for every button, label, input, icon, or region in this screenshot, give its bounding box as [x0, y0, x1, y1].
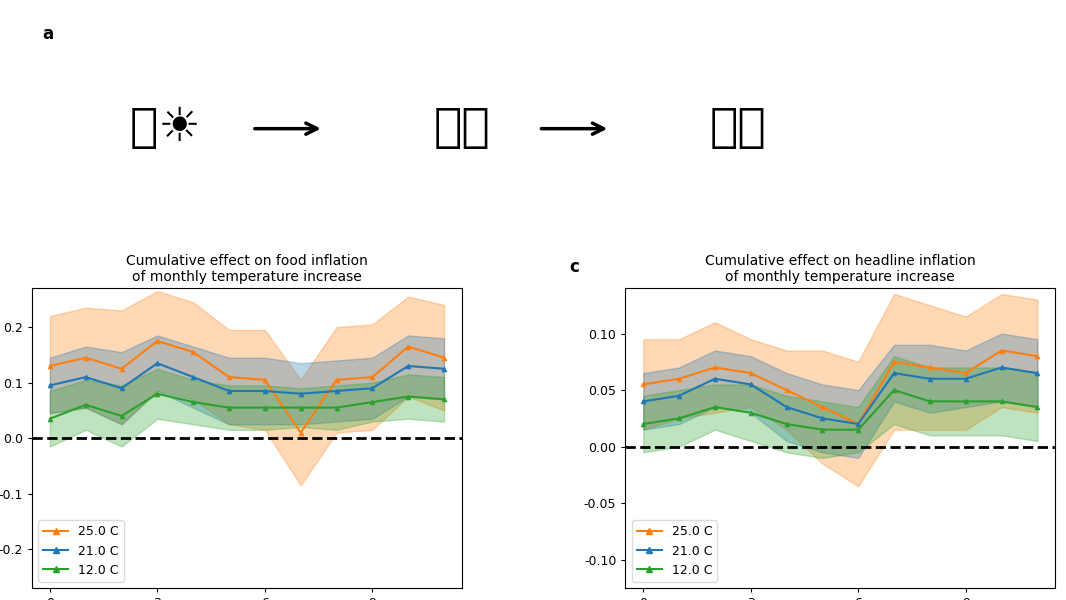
Text: 🌾🌾: 🌾🌾: [434, 106, 490, 151]
Text: 🌡️☀️: 🌡️☀️: [130, 106, 200, 151]
Text: c: c: [569, 259, 579, 277]
Legend: 25.0 C, 21.0 C, 12.0 C: 25.0 C, 21.0 C, 12.0 C: [38, 520, 124, 582]
Title: Cumulative effect on food inflation
of monthly temperature increase: Cumulative effect on food inflation of m…: [126, 254, 368, 284]
Text: a: a: [43, 25, 53, 43]
Legend: 25.0 C, 21.0 C, 12.0 C: 25.0 C, 21.0 C, 12.0 C: [632, 520, 717, 582]
Title: Cumulative effect on headline inflation
of monthly temperature increase: Cumulative effect on headline inflation …: [705, 254, 975, 284]
Text: 🛒💲: 🛒💲: [710, 106, 766, 151]
